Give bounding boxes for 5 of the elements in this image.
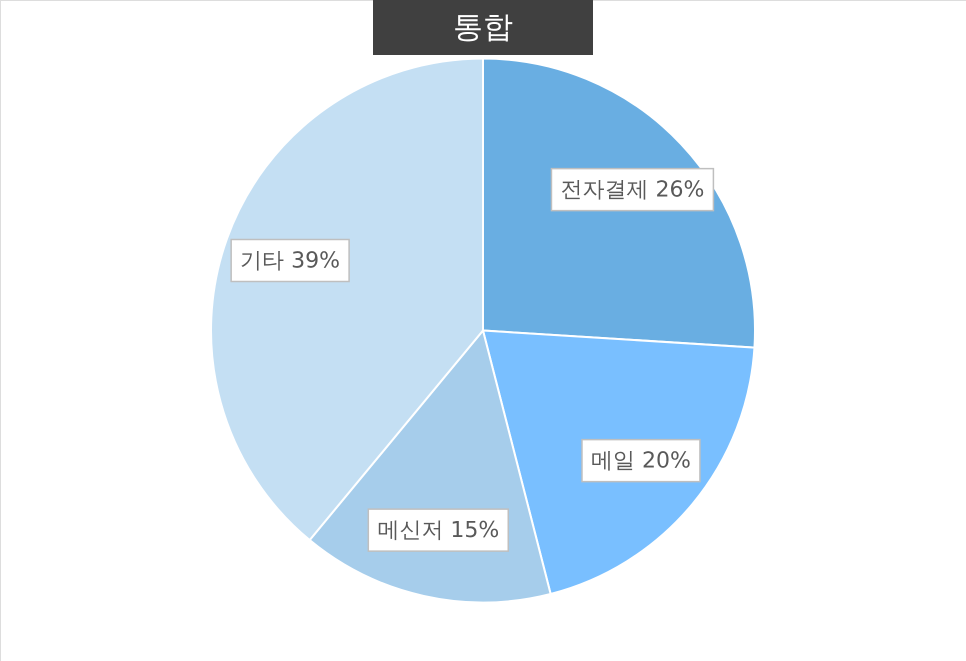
slice-label: 메신저 15%: [377, 518, 500, 544]
chart-title: 통합: [453, 10, 513, 45]
slice-label: 기타 39%: [240, 248, 340, 274]
slice-label: 메일 20%: [591, 448, 691, 474]
slice-label: 전자결제 26%: [560, 178, 704, 203]
